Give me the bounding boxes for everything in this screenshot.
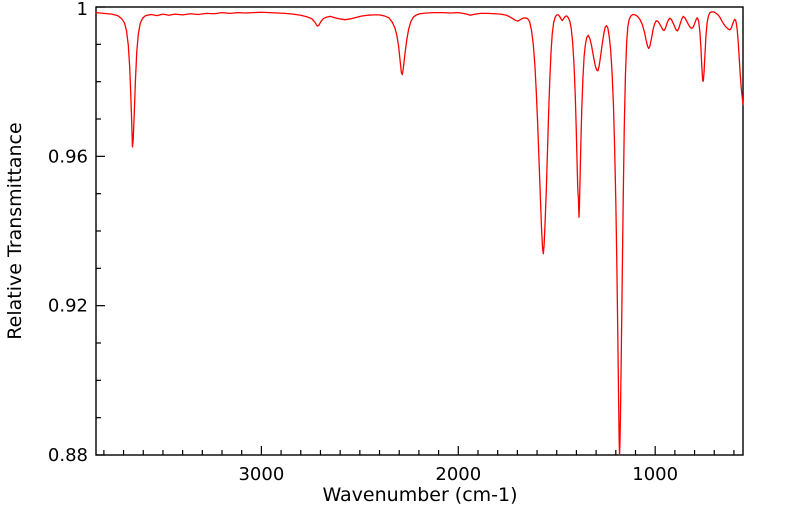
spectrum-line (95, 11, 744, 456)
y-tick-label: 1 (77, 0, 88, 20)
x-tick-label: 2000 (435, 464, 481, 485)
plot-border (95, 6, 744, 456)
y-tick-label: 0.88 (48, 445, 88, 466)
x-tick-label: 3000 (238, 464, 284, 485)
x-axis-label: Wavenumber (cm-1) (322, 484, 518, 506)
y-tick-label: 0.92 (48, 296, 88, 317)
y-axis-label: Relative Transmittance (4, 122, 26, 340)
x-tick-label: 1000 (632, 464, 678, 485)
y-tick-label: 0.96 (48, 146, 88, 167)
